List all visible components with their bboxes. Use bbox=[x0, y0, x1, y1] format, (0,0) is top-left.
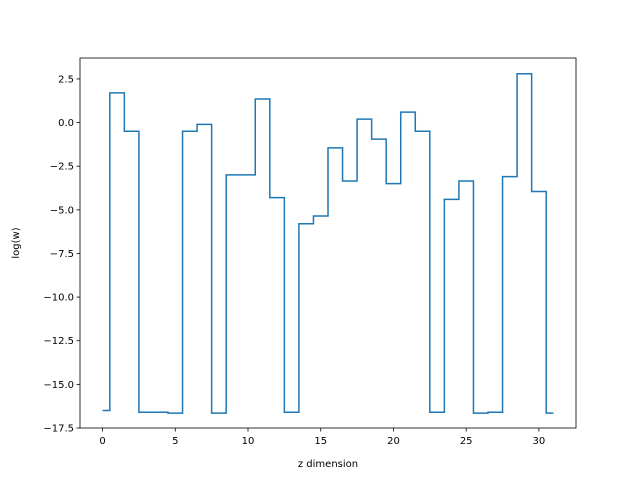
series-step-line bbox=[102, 72, 554, 414]
x-tick-label: 10 bbox=[242, 436, 255, 447]
x-tick-label: 25 bbox=[460, 436, 473, 447]
y-tick-label: −15.0 bbox=[43, 380, 74, 391]
y-tick-label: 2.5 bbox=[58, 74, 74, 85]
y-axis-label: log(w) bbox=[11, 227, 22, 258]
x-axis-ticks: 0 5 10 15 20 25 30 bbox=[99, 428, 545, 447]
y-tick-label: −10.0 bbox=[43, 293, 74, 304]
y-tick-label: −17.5 bbox=[43, 424, 74, 435]
x-tick-label: 15 bbox=[314, 436, 327, 447]
x-tick-label: 0 bbox=[99, 436, 105, 447]
axes-frame bbox=[79, 57, 577, 429]
x-tick-label: 30 bbox=[533, 436, 546, 447]
y-axis-ticks: 2.5 0.0 −2.5 −5.0 −7.5 −10.0 −12.5 −15.0 −17.5 bbox=[43, 74, 80, 435]
y-tick-label: 0.0 bbox=[58, 118, 74, 129]
y-tick-label: −7.5 bbox=[50, 249, 74, 260]
x-axis-label: z dimension bbox=[298, 459, 358, 470]
x-tick-label: 20 bbox=[387, 436, 400, 447]
y-tick-label: −12.5 bbox=[43, 336, 74, 347]
plot-area bbox=[102, 72, 554, 414]
x-tick-label: 5 bbox=[172, 436, 178, 447]
y-tick-label: −5.0 bbox=[50, 205, 74, 216]
y-tick-label: −2.5 bbox=[50, 162, 74, 173]
